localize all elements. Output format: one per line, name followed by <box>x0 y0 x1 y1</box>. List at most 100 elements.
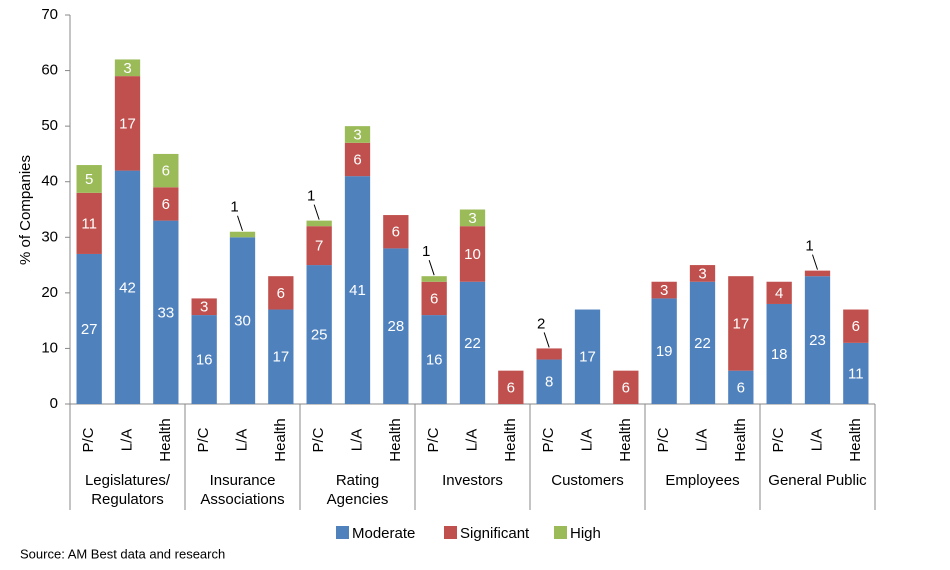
label-leader <box>313 204 320 220</box>
x-tick-label: L/A <box>578 429 595 452</box>
data-label: 6 <box>430 290 438 307</box>
x-tick-label: Health <box>157 418 174 461</box>
bar-segment <box>843 309 869 343</box>
label-leader <box>812 254 818 270</box>
x-tick-label: Health <box>387 418 404 461</box>
legend-label: Significant <box>460 525 530 542</box>
data-label: 3 <box>353 126 361 143</box>
x-tick-label: P/C <box>540 427 557 452</box>
y-axis-label: % of Companies <box>17 155 34 265</box>
x-tick-label: P/C <box>655 427 672 452</box>
bar-segment <box>804 270 831 277</box>
bar-segment <box>421 315 447 404</box>
data-label: 6 <box>277 285 285 302</box>
bar-segment <box>383 248 409 404</box>
data-label: 17 <box>579 349 596 366</box>
bar-segment <box>344 176 371 404</box>
x-tick-label: P/C <box>80 427 97 452</box>
data-label: 1 <box>805 238 813 255</box>
data-label: 25 <box>311 327 328 344</box>
bar-segment <box>76 165 102 193</box>
bar-segment <box>76 192 102 254</box>
y-tick-label: 40 <box>41 173 58 190</box>
bar-segment <box>459 281 486 404</box>
data-label: 23 <box>809 332 826 349</box>
x-tick-label: Health <box>502 418 519 461</box>
bar-segment <box>344 142 371 177</box>
data-label: 3 <box>468 210 476 227</box>
y-tick-label: 60 <box>41 62 58 79</box>
data-label: 18 <box>771 346 788 363</box>
data-label: 7 <box>315 238 323 255</box>
bar-segment <box>689 281 716 404</box>
data-label: 2 <box>537 315 545 332</box>
bar-segment <box>459 209 486 227</box>
group-label: Associations <box>200 491 284 508</box>
data-label: 6 <box>622 379 630 396</box>
data-label: 6 <box>392 224 400 241</box>
data-label: 3 <box>200 299 208 316</box>
data-label: 5 <box>85 171 93 188</box>
x-tick-label: P/C <box>310 427 327 452</box>
bar-segment <box>536 348 562 360</box>
bar-segment <box>268 276 294 310</box>
data-label: 10 <box>464 246 481 263</box>
group-label: Customers <box>551 472 624 489</box>
bar-segment <box>766 281 792 304</box>
data-label: 4 <box>775 285 783 302</box>
data-label: 11 <box>81 215 97 232</box>
bar-segment <box>728 276 754 371</box>
label-leader <box>237 215 243 231</box>
data-label: 6 <box>162 163 170 180</box>
label-leader <box>428 260 435 276</box>
bar-segment <box>306 226 332 266</box>
x-tick-label: P/C <box>770 427 787 452</box>
group-label: Agencies <box>327 491 389 508</box>
bar-segment <box>191 298 217 316</box>
group-label: Regulators <box>91 491 164 508</box>
data-label: 19 <box>656 343 673 360</box>
y-tick-label: 10 <box>41 339 58 356</box>
x-tick-label: L/A <box>693 429 710 452</box>
data-label: 30 <box>234 313 251 330</box>
legend-label: Moderate <box>352 525 415 542</box>
data-label: 22 <box>464 335 481 352</box>
data-label: 17 <box>732 315 749 332</box>
label-leader <box>543 332 550 348</box>
bar-segment <box>536 359 562 404</box>
group-label: Legislatures/ <box>85 472 171 489</box>
bar-segment <box>574 309 601 404</box>
x-tick-label: L/A <box>463 429 480 452</box>
bar-segment <box>306 220 332 227</box>
bar-segment <box>306 265 332 404</box>
bar-segment <box>613 370 639 404</box>
data-label: 1 <box>307 188 315 205</box>
y-tick-label: 50 <box>41 117 58 134</box>
y-tick-label: 20 <box>41 284 58 301</box>
bar-segment <box>459 226 486 282</box>
bar-segment <box>268 309 294 404</box>
data-label: 42 <box>119 279 136 296</box>
y-tick-label: 30 <box>41 228 58 245</box>
x-tick-label: P/C <box>425 427 442 452</box>
x-tick-label: L/A <box>233 429 250 452</box>
bar-segment <box>383 215 409 249</box>
bar-segment <box>229 237 256 404</box>
data-label: 41 <box>349 282 366 299</box>
bar-segment <box>114 76 141 171</box>
data-label: 3 <box>698 265 706 282</box>
bar-segment <box>498 370 524 404</box>
data-label: 1 <box>230 199 238 216</box>
legend-swatch <box>444 526 457 539</box>
data-label: 17 <box>272 349 289 366</box>
legend-label: High <box>570 525 601 542</box>
data-label: 3 <box>660 282 668 299</box>
data-label: 28 <box>387 318 404 335</box>
group-label: Investors <box>442 472 503 489</box>
data-label: 16 <box>426 352 443 369</box>
x-tick-label: L/A <box>348 429 365 452</box>
legend-swatch <box>554 526 567 539</box>
data-label: 33 <box>157 304 174 321</box>
x-tick-label: P/C <box>195 427 212 452</box>
